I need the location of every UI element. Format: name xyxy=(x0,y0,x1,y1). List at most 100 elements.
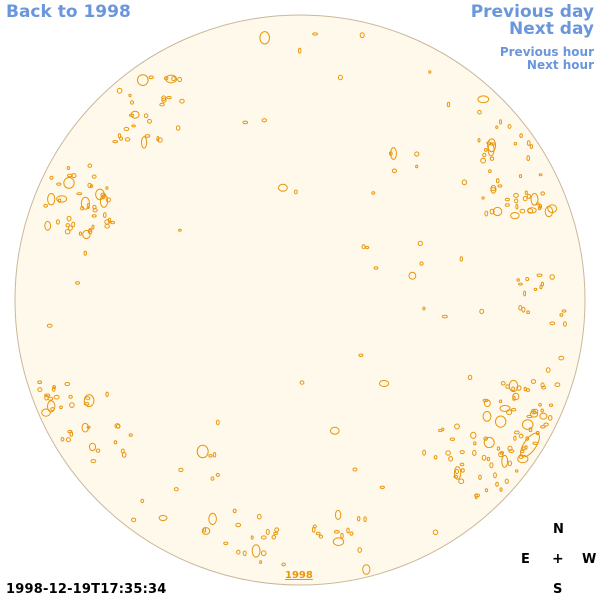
contour-feature xyxy=(88,442,97,452)
contour-feature xyxy=(448,456,454,462)
contour-feature xyxy=(144,134,151,138)
contour-feature xyxy=(87,182,92,189)
contour-feature xyxy=(520,432,540,458)
contour-features xyxy=(37,31,567,575)
contour-feature xyxy=(482,152,487,158)
contour-feature xyxy=(458,478,465,485)
contour-feature xyxy=(477,138,481,143)
contour-feature xyxy=(43,203,49,208)
contour-feature xyxy=(315,531,321,536)
contour-feature xyxy=(481,454,487,461)
contour-feature xyxy=(518,174,523,179)
contour-feature xyxy=(130,100,134,105)
contour-feature xyxy=(259,31,271,45)
contour-feature xyxy=(415,164,419,169)
contour-feature xyxy=(52,385,56,390)
contour-feature xyxy=(166,96,172,100)
contour-feature xyxy=(510,212,520,220)
contour-feature xyxy=(561,309,567,313)
contour-feature xyxy=(116,87,123,94)
contour-feature xyxy=(529,144,534,149)
contour-feature xyxy=(81,422,89,433)
contour-feature xyxy=(49,175,54,180)
contour-feature xyxy=(82,229,91,240)
contour-feature xyxy=(536,273,543,277)
contour-feature xyxy=(115,424,121,429)
contour-feature xyxy=(433,455,438,460)
contour-feature xyxy=(179,98,185,104)
contour-feature xyxy=(549,274,555,280)
contour-feature xyxy=(178,467,184,473)
contour-feature xyxy=(496,446,501,451)
contour-feature xyxy=(359,32,365,39)
contour-feature xyxy=(479,308,485,315)
contour-feature xyxy=(47,193,56,206)
contour-feature xyxy=(68,394,73,399)
previous-day-link[interactable]: Previous day xyxy=(470,2,594,22)
contour-feature xyxy=(511,386,515,392)
contour-feature xyxy=(95,448,101,453)
previous-hour-link[interactable]: Previous hour xyxy=(499,45,594,59)
contour-feature xyxy=(333,530,340,534)
contour-feature xyxy=(332,537,345,547)
contour-feature xyxy=(273,531,279,536)
contour-feature xyxy=(161,95,167,101)
contour-feature xyxy=(500,381,506,386)
contour-feature xyxy=(71,221,76,228)
contour-feature xyxy=(236,549,241,555)
contour-feature xyxy=(68,225,73,231)
contour-feature xyxy=(540,382,545,388)
contour-feature xyxy=(459,256,463,262)
contour-feature xyxy=(540,408,544,413)
contour-feature xyxy=(55,219,60,225)
contour-feature xyxy=(250,535,254,540)
contour-feature xyxy=(215,419,220,426)
contour-feature xyxy=(428,70,432,74)
contour-feature xyxy=(482,398,489,403)
contour-feature xyxy=(481,196,485,200)
next-day-link[interactable]: Next day xyxy=(509,19,594,39)
contour-feature xyxy=(526,140,531,146)
year-link[interactable]: 1998 xyxy=(285,570,313,581)
contour-feature xyxy=(554,382,561,388)
contour-feature xyxy=(44,393,51,397)
contour-feature xyxy=(490,187,496,192)
contour-feature xyxy=(56,182,62,186)
contour-feature xyxy=(173,487,179,492)
contour-feature xyxy=(177,76,183,83)
contour-feature xyxy=(361,244,366,250)
contour-feature xyxy=(123,126,130,132)
contour-feature xyxy=(459,450,465,455)
contour-feature xyxy=(513,193,519,198)
contour-feature xyxy=(526,155,531,162)
contour-feature xyxy=(477,95,490,104)
contour-feature xyxy=(130,110,140,119)
contour-feature xyxy=(499,404,511,412)
contour-feature xyxy=(337,74,343,81)
contour-feature xyxy=(261,118,267,123)
contour-feature xyxy=(454,423,460,430)
contour-feature xyxy=(495,178,500,184)
contour-feature xyxy=(518,282,523,286)
compass-west-label: W xyxy=(582,552,597,567)
contour-feature xyxy=(527,208,534,214)
contour-feature xyxy=(474,493,481,498)
contour-feature xyxy=(112,140,118,144)
contour-feature xyxy=(201,527,211,535)
next-hour-link[interactable]: Next hour xyxy=(526,58,594,72)
contour-feature xyxy=(257,513,262,520)
contour-feature xyxy=(535,202,540,206)
contour-feature xyxy=(499,399,503,404)
contour-feature xyxy=(259,560,263,564)
contour-feature xyxy=(260,535,267,540)
contour-feature xyxy=(492,206,503,217)
contour-feature xyxy=(362,564,371,575)
contour-feature xyxy=(499,119,502,125)
contour-feature xyxy=(414,151,420,157)
contour-feature xyxy=(524,190,528,195)
contour-feature xyxy=(461,179,468,186)
contour-feature xyxy=(128,93,132,98)
contour-feature xyxy=(66,166,71,170)
back-to-year-link[interactable]: Back to 1998 xyxy=(6,2,131,22)
